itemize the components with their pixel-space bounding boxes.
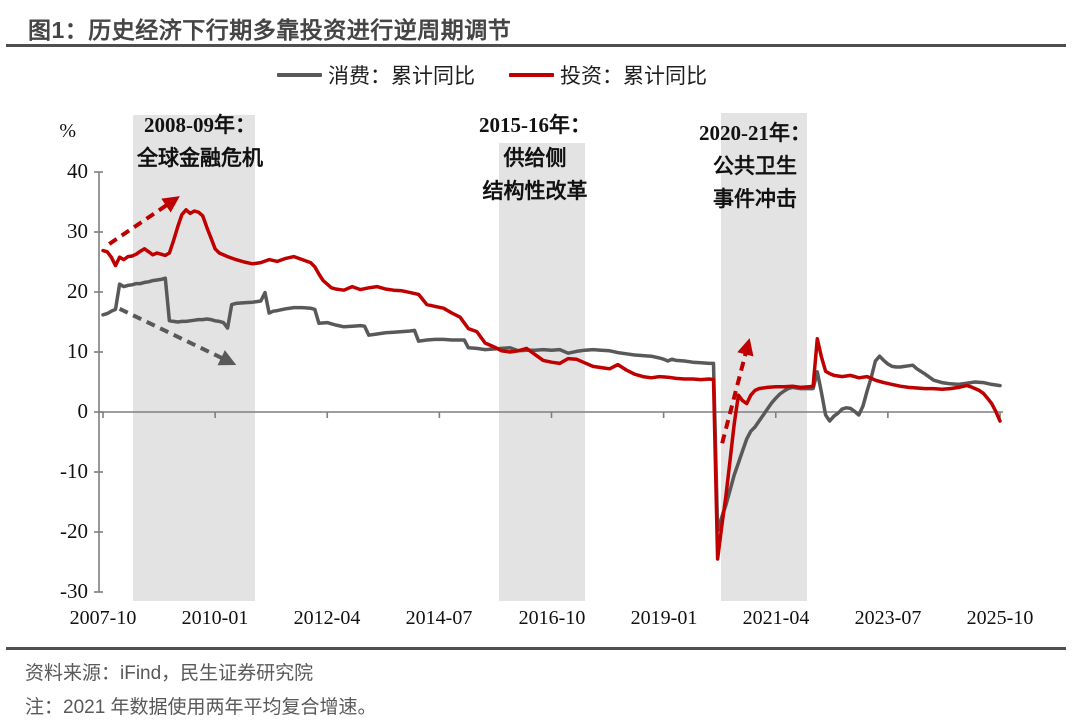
y-axis-tick-label: -20 [60,519,88,543]
y-axis-tick-label: 20 [67,279,88,303]
trend-arrow-0 [108,196,180,246]
y-axis-unit-label: % [59,120,76,142]
y-axis-tick-label: 30 [67,219,88,243]
legend-item-investment: 投资：累计同比 [509,60,707,90]
x-axis-tick-label: 2019-01 [630,607,698,629]
annotation-line: 2015-16年： [479,113,591,137]
annotation-line: 2020-21年： [699,121,811,145]
series-line-consumption [101,276,1002,533]
y-axis-tick-label: 10 [67,339,88,363]
trend-arrow-2 [720,338,754,444]
annotation-line: 结构性改革 [482,179,588,203]
legend-line-swatch-investment [509,73,554,77]
series-line-investment [101,208,1002,561]
legend-line-swatch-consumption [277,73,322,77]
highlight-region-1 [499,143,585,601]
chart-legend: 消费：累计同比 投资：累计同比 [277,60,707,90]
x-axis-tick-label: 2007-10 [69,607,137,629]
legend-label-consumption: 消费：累计同比 [328,64,475,88]
annotation-line: 事件冲击 [713,187,797,211]
source-note: 资料来源：iFind，民生证券研究院 [25,663,314,684]
x-axis-tick-label: 2014-07 [405,607,473,629]
x-axis-tick-label: 2016-10 [518,607,586,629]
x-axis-tick-label: 2025-10 [966,607,1034,629]
x-axis-tick-label: 2012-04 [293,607,361,629]
trend-arrow-1 [118,306,237,366]
highlight-region-2 [721,113,807,601]
x-axis-tick-label: 2023-07 [854,607,922,629]
annotation-line: 2008-09年： [144,113,256,137]
annotation-line: 供给侧 [503,146,567,170]
x-axis-tick-label: 2021-04 [742,607,810,629]
y-axis-tick-label: -10 [60,459,88,483]
legend-item-consumption: 消费：累计同比 [277,60,475,90]
title-divider [6,44,1066,47]
annotation-2015-supply-side: 2015-16年： 供给侧 结构性改革 [415,109,655,208]
annotation-line: 公共卫生 [713,154,797,178]
y-axis-tick-label: 0 [77,399,89,423]
data-note: 注：2021 年数据使用两年平均复合增速。 [25,697,377,718]
annotation-2020-public-health: 2020-21年： 公共卫生 事件冲击 [635,117,875,216]
annotation-2008-crisis: 2008-09年： 全球金融危机 [80,109,320,175]
footer-divider [6,647,1066,650]
y-axis-tick-label: -30 [60,579,88,603]
figure-title: 图1：历史经济下行期多靠投资进行逆周期调节 [28,17,512,43]
x-axis-tick-label: 2010-01 [181,607,249,629]
y-axis-tick-label: 40 [67,159,88,183]
legend-label-investment: 投资：累计同比 [560,64,707,88]
annotation-line: 全球金融危机 [137,146,263,170]
